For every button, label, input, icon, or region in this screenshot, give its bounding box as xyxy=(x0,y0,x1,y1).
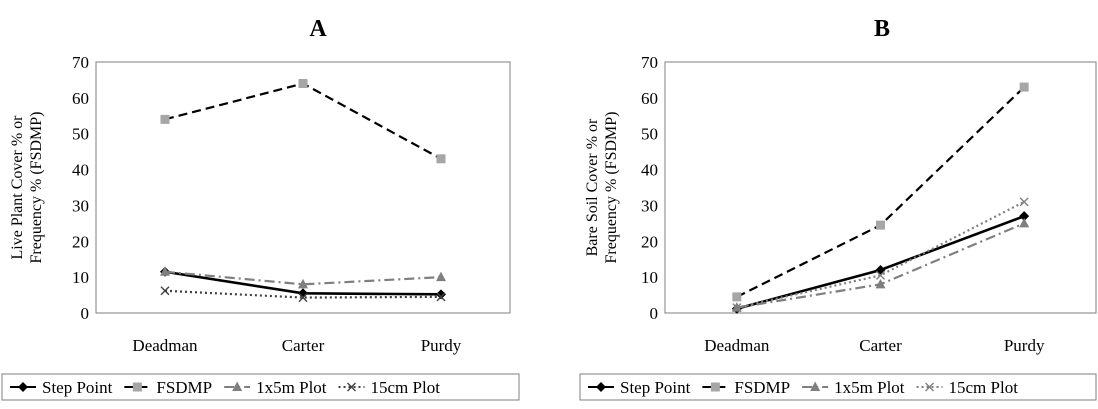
data-point xyxy=(436,289,446,300)
y-tick-label: 10 xyxy=(72,268,89,287)
y-axis-label-line: Live Plant Cover % or xyxy=(9,115,26,260)
data-point xyxy=(1019,82,1029,92)
data-point xyxy=(160,114,170,124)
x-tick-label: Deadman xyxy=(132,336,198,355)
y-axis-label: Live Plant Cover % or Frequency % (FSDMP) xyxy=(9,112,45,264)
legend: Step Point FSDMP 1x5m Plot 15cm Plot xyxy=(1,373,520,401)
data-point xyxy=(875,278,886,289)
series-15cm-plot xyxy=(160,286,446,303)
plot-area xyxy=(664,61,1097,314)
y-tick-label: 0 xyxy=(81,304,90,323)
series-fsdmp xyxy=(160,79,446,164)
y-tick-label: 50 xyxy=(72,125,89,144)
y-axis-label-line: Bare Soil Cover % or xyxy=(584,118,601,256)
series-15cm-plot xyxy=(732,197,1029,313)
y-tick-label: 20 xyxy=(641,232,658,251)
data-point xyxy=(436,292,446,302)
legend: Step Point FSDMP 1x5m Plot 15cm Plot xyxy=(579,373,1097,401)
data-point xyxy=(1019,197,1029,207)
y-tick-label: 30 xyxy=(72,196,89,215)
series-line xyxy=(164,289,442,299)
data-point xyxy=(298,293,308,303)
x-tick-label: Carter xyxy=(859,336,902,355)
y-tick-label: 0 xyxy=(650,304,659,323)
data-point xyxy=(160,286,170,296)
plot-area xyxy=(95,61,511,314)
chart-title: A xyxy=(309,16,327,42)
y-tick-label: 40 xyxy=(72,161,89,180)
series-line xyxy=(164,270,442,286)
legend-box xyxy=(579,373,1097,401)
y-tick-label: 60 xyxy=(72,89,89,108)
data-point xyxy=(876,270,885,280)
legend-box xyxy=(1,373,520,401)
series-line xyxy=(164,82,442,160)
y-tick-label: 50 xyxy=(641,125,658,144)
data-point xyxy=(876,220,885,230)
data-point xyxy=(298,278,308,289)
x-tick-label: Deadman xyxy=(704,336,770,355)
y-axis-label-line: Frequency % (FSDMP) xyxy=(28,112,45,264)
data-point xyxy=(732,292,742,302)
legend-swatch-marker xyxy=(18,382,28,392)
legend-swatch-marker xyxy=(232,381,243,391)
y-tick-label: 70 xyxy=(641,53,658,72)
data-point xyxy=(436,271,446,282)
legend-swatch-marker xyxy=(596,382,606,392)
data-point xyxy=(732,303,742,313)
legend-label: 1x5m Plot xyxy=(834,378,905,397)
y-tick-label: 70 xyxy=(72,53,89,72)
data-point xyxy=(436,154,446,164)
series-1x5m-plot xyxy=(160,266,446,289)
y-tick-label: 40 xyxy=(641,161,658,180)
y-tick-label: 20 xyxy=(72,232,89,251)
data-point xyxy=(1019,211,1030,222)
legend-label: 1x5m Plot xyxy=(256,378,327,397)
x-tick-label: Purdy xyxy=(421,336,462,355)
legend-label: Step Point xyxy=(620,378,691,397)
x-tick-label: Carter xyxy=(282,336,325,355)
legend-swatch-marker xyxy=(810,381,821,391)
legend-swatch-marker xyxy=(132,382,142,392)
y-tick-label: 60 xyxy=(641,89,658,108)
legend-label: 15cm Plot xyxy=(949,378,1019,397)
legend-swatch-marker xyxy=(710,382,720,392)
y-axis-label-line: Frequency % (FSDMP) xyxy=(603,112,620,264)
series-line xyxy=(736,214,1025,310)
legend-label: FSDMP xyxy=(156,378,212,397)
legend-label: FSDMP xyxy=(734,378,790,397)
legend-label: 15cm Plot xyxy=(371,378,441,397)
legend-label: Step Point xyxy=(42,378,113,397)
chart-a: A 0 10 20 30 40 50 60 70 Live Plant Cover % or Fre… xyxy=(1,16,520,401)
series-fsdmp xyxy=(732,82,1029,302)
x-tick-label: Purdy xyxy=(1004,336,1045,355)
data-point xyxy=(160,266,170,276)
y-axis-label: Bare Soil Cover % or Frequency % (FSDMP) xyxy=(584,112,620,264)
y-tick-label: 10 xyxy=(641,268,658,287)
data-point xyxy=(1019,217,1030,228)
legend-swatch-marker xyxy=(925,382,935,392)
chart-b: B 0 10 20 30 40 50 60 70 Bare Soil Cover % or Freq… xyxy=(579,16,1097,401)
chart-title: B xyxy=(874,16,890,42)
legend-swatch-marker xyxy=(347,382,357,392)
series-line xyxy=(736,200,1025,309)
data-point xyxy=(298,79,308,89)
y-tick-label: 30 xyxy=(641,196,658,215)
